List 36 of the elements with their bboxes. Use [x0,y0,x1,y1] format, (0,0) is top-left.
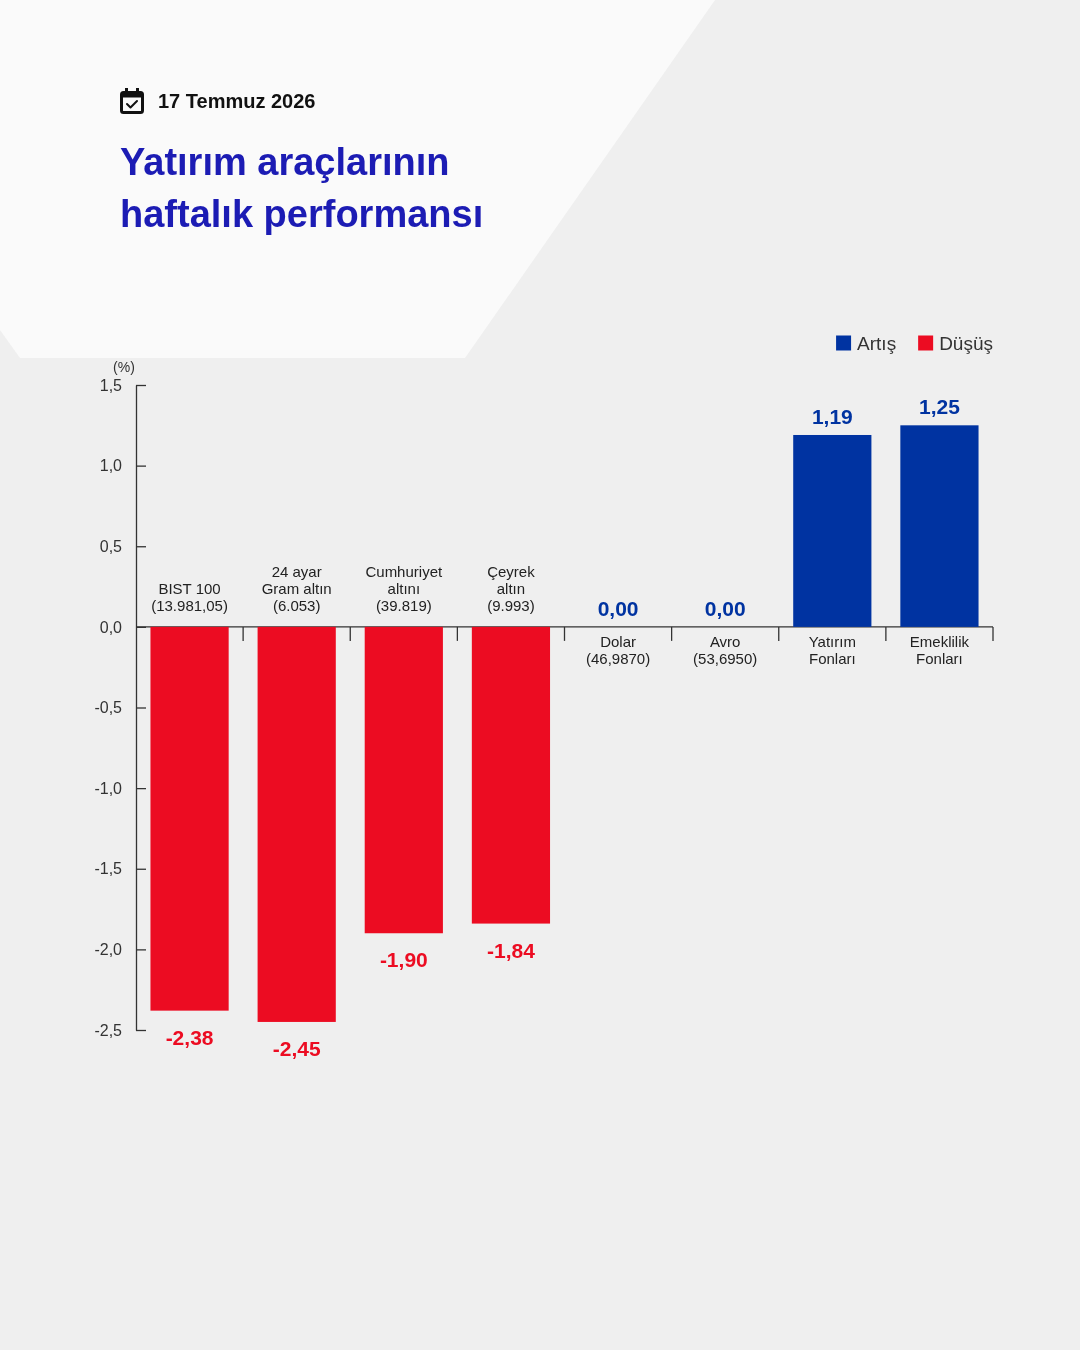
bar [793,434,872,627]
y-tick-label: -2,0 [94,940,123,958]
data-label: -2,38 [165,1025,214,1049]
data-label: 1,19 [811,404,853,428]
bar [900,425,979,627]
chart-title: Yatırım araçlarının haftalık performansı [120,141,484,235]
data-label: 0,00 [597,596,639,620]
x-tick-label: Emeklilik Fonları [909,632,970,667]
y-tick-label: -2,5 [94,1021,123,1039]
chart-subtitle: 17 Temmuz 2026 [158,90,316,112]
bar [471,626,551,924]
x-tick-label: Dolar (46,9870) [585,632,651,667]
bar [150,626,229,1011]
y-axis-title: (%) [113,359,135,375]
x-tick-label: Avro (53,6950) [693,632,758,667]
data-label: 0,00 [704,596,746,620]
data-label: 1,25 [919,395,961,419]
y-tick-label: -0,5 [94,699,123,717]
bar [257,626,336,1022]
bar [364,626,443,934]
y-tick-label: -1,0 [94,779,123,797]
y-tick-label: -1,5 [94,860,123,878]
y-tick-label: 0,0 [99,618,123,636]
x-tick-label: Yatırım Fonları [808,632,856,667]
x-tick-label: Çeyrek altın (9.993) [487,562,536,614]
x-tick-label: BIST 100 (13.981,05) [151,579,228,614]
y-tick-label: 0,5 [99,537,123,555]
data-label: -2,45 [272,1036,321,1060]
y-tick-label: 1,5 [99,376,123,394]
x-tick-label: 24 ayar Gram altın (6.053) [261,562,332,614]
data-label: -1,90 [379,948,428,972]
legend-label: Düşüş [939,333,993,354]
data-label: -1,84 [487,938,536,962]
x-tick-label: Cumhuriyet altını (39.819) [365,562,443,614]
y-tick-label: 1,0 [99,457,123,475]
legend-label: Artış [857,333,897,354]
